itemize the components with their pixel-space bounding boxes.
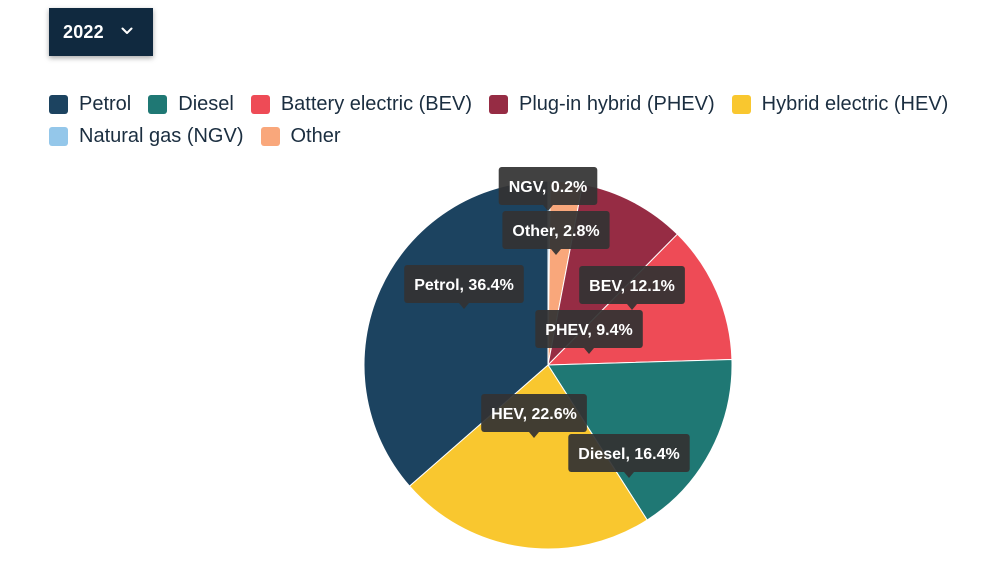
data-label-pointer xyxy=(543,205,553,211)
data-label-box xyxy=(498,167,598,205)
legend-item-phev[interactable]: Plug-in hybrid (PHEV) xyxy=(489,93,715,116)
data-label-pointer xyxy=(551,249,561,255)
pie-slice-petrol[interactable] xyxy=(363,180,549,487)
data-label-phev: PHEV, 9.4% xyxy=(535,310,643,354)
legend-label: Plug-in hybrid (PHEV) xyxy=(519,92,715,115)
legend-swatch xyxy=(260,126,280,146)
legend-swatch xyxy=(489,94,508,114)
legend-label: Natural gas (NGV) xyxy=(79,124,244,147)
legend-item-hev[interactable]: Hybrid electric (HEV) xyxy=(731,92,949,116)
data-label-ngv: NGV, 0.2% xyxy=(498,167,598,211)
data-label-diesel: Diesel, 16.4% xyxy=(568,434,690,478)
legend-row: Petrol Diesel Battery electric (BEV) Plu… xyxy=(49,88,959,120)
legend-item-bev[interactable]: Battery electric (BEV) xyxy=(250,92,472,116)
legend-label: Diesel xyxy=(178,92,234,115)
data-label-text: Petrol, 36.4% xyxy=(414,277,514,294)
data-label-text: BEV, 12.1% xyxy=(589,278,675,295)
chart-legend: Petrol Diesel Battery electric (BEV) Plu… xyxy=(49,88,959,152)
data-label-text: Diesel, 16.4% xyxy=(578,446,679,463)
pie-slice-hev[interactable] xyxy=(408,364,648,550)
data-label-text: NGV, 0.2% xyxy=(509,179,588,196)
data-label-text: Other, 2.8% xyxy=(512,223,599,240)
legend-swatch xyxy=(49,126,68,146)
legend-swatch xyxy=(250,94,270,114)
legend-item-petrol[interactable]: Petrol xyxy=(49,93,131,116)
data-label-text: HEV, 22.6% xyxy=(491,406,577,423)
data-label-box xyxy=(404,265,524,303)
data-label-box xyxy=(481,394,587,432)
legend-label: Hybrid electric (HEV) xyxy=(761,92,949,115)
legend-swatch xyxy=(49,94,68,114)
data-label-box xyxy=(502,211,610,249)
legend-label: Petrol xyxy=(79,92,132,115)
data-label-petrol: Petrol, 36.4% xyxy=(404,265,524,309)
data-label-text: PHEV, 9.4% xyxy=(545,322,632,339)
pie-data-labels: NGV, 0.2% Other, 2.8% PHEV, 9.4% BEV, 12.1%… xyxy=(404,167,690,478)
data-label-pointer xyxy=(529,432,539,438)
legend-label: Battery electric (BEV) xyxy=(280,92,472,115)
data-label-other: Other, 2.8% xyxy=(502,211,610,255)
data-label-pointer xyxy=(627,304,637,310)
year-dropdown[interactable]: 2022 xyxy=(49,8,153,56)
legend-item-diesel[interactable]: Diesel xyxy=(148,93,234,116)
pie-slices xyxy=(363,180,733,550)
data-label-hev: HEV, 22.6% xyxy=(481,394,587,438)
data-label-pointer xyxy=(624,472,634,478)
data-label-bev: BEV, 12.1% xyxy=(579,266,685,310)
legend-swatch xyxy=(148,94,168,114)
legend-item-ngv[interactable]: Natural gas (NGV) xyxy=(49,125,244,148)
data-label-box xyxy=(579,266,685,304)
year-dropdown-value: 2022 xyxy=(63,21,104,42)
chevron-down-icon xyxy=(121,27,133,34)
data-label-pointer xyxy=(459,303,469,309)
legend-row: Natural gas (NGV) Other xyxy=(49,120,959,152)
data-label-pointer xyxy=(584,348,594,354)
legend-label: Other xyxy=(290,124,341,147)
data-label-box xyxy=(568,434,690,472)
data-label-box xyxy=(535,310,643,348)
legend-swatch xyxy=(731,94,751,114)
legend-item-other[interactable]: Other xyxy=(260,124,341,148)
